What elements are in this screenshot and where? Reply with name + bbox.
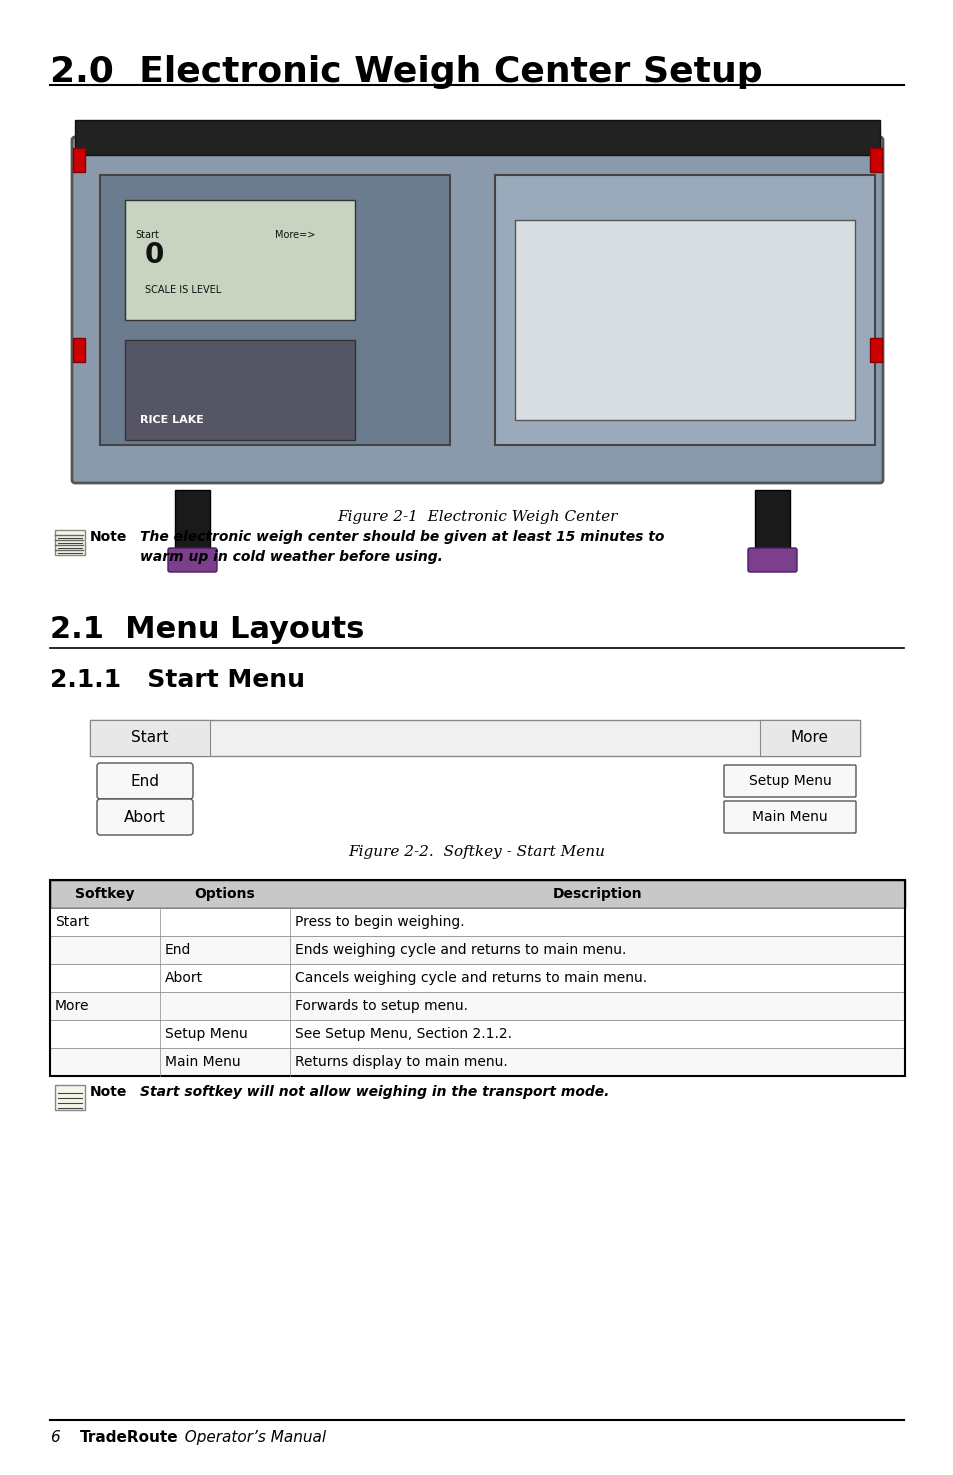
Text: 0: 0	[145, 240, 164, 268]
Bar	[515, 220, 854, 420]
Text: Press to begin weighing.: Press to begin weighing.	[294, 914, 464, 929]
Text: Forwards to setup menu.: Forwards to setup menu.	[294, 999, 468, 1013]
Text: Softkey: Softkey	[75, 886, 134, 901]
Bar	[50, 1049, 904, 1075]
Text: Figure 2-2.  Softkey - Start Menu: Figure 2-2. Softkey - Start Menu	[348, 845, 605, 858]
Bar	[73, 148, 85, 173]
Text: The electronic weigh center should be given at least 15 minutes to
warm up in co: The electronic weigh center should be gi…	[140, 530, 663, 563]
Bar	[869, 338, 882, 361]
FancyBboxPatch shape	[168, 549, 216, 572]
Bar	[90, 720, 210, 757]
Text: Options: Options	[194, 886, 255, 901]
FancyBboxPatch shape	[97, 799, 193, 835]
Bar	[125, 201, 355, 320]
Text: Abort: Abort	[165, 971, 203, 985]
Text: SCALE IS LEVEL: SCALE IS LEVEL	[145, 285, 221, 295]
Bar	[174, 490, 210, 550]
Bar	[75, 119, 879, 155]
Bar	[50, 1021, 904, 1049]
Bar	[100, 176, 450, 445]
Bar	[55, 530, 85, 555]
Text: Note: Note	[90, 530, 128, 544]
Text: Setup Menu: Setup Menu	[748, 774, 830, 788]
Text: Main Menu: Main Menu	[165, 1055, 240, 1069]
Bar	[50, 881, 904, 1075]
FancyBboxPatch shape	[747, 549, 796, 572]
Text: 2.0  Electronic Weigh Center Setup: 2.0 Electronic Weigh Center Setup	[50, 55, 761, 88]
FancyBboxPatch shape	[723, 766, 855, 796]
Text: Start: Start	[135, 230, 159, 240]
Text: More: More	[790, 730, 828, 745]
Text: See Setup Menu, Section 2.1.2.: See Setup Menu, Section 2.1.2.	[294, 1027, 512, 1041]
Text: Note: Note	[90, 1086, 128, 1099]
Bar	[754, 490, 789, 550]
Bar	[90, 720, 859, 757]
Text: Description: Description	[552, 886, 641, 901]
Text: Setup Menu: Setup Menu	[165, 1027, 248, 1041]
FancyBboxPatch shape	[71, 137, 882, 482]
Bar	[869, 148, 882, 173]
Bar	[760, 720, 859, 757]
Text: Start: Start	[132, 730, 169, 745]
Text: Start softkey will not allow weighing in the transport mode.: Start softkey will not allow weighing in…	[140, 1086, 609, 1099]
Text: End: End	[131, 773, 159, 789]
Text: Returns display to main menu.: Returns display to main menu.	[294, 1055, 507, 1069]
Text: End: End	[165, 943, 192, 957]
FancyBboxPatch shape	[97, 763, 193, 799]
Bar	[50, 909, 904, 937]
Bar	[495, 176, 874, 445]
Bar	[50, 993, 904, 1021]
Text: Cancels weighing cycle and returns to main menu.: Cancels weighing cycle and returns to ma…	[294, 971, 646, 985]
Bar	[50, 965, 904, 993]
Text: Start: Start	[55, 914, 89, 929]
Bar	[73, 338, 85, 361]
Bar	[125, 341, 355, 440]
Text: Operator’s Manual: Operator’s Manual	[174, 1429, 326, 1445]
Text: More=>: More=>	[274, 230, 315, 240]
Text: TradeRoute: TradeRoute	[80, 1429, 178, 1445]
Text: Main Menu: Main Menu	[751, 810, 827, 825]
Text: 2.1  Menu Layouts: 2.1 Menu Layouts	[50, 615, 364, 645]
Text: 2.1.1   Start Menu: 2.1.1 Start Menu	[50, 668, 305, 692]
Text: Abort: Abort	[124, 810, 166, 825]
Bar	[50, 881, 904, 909]
Text: Ends weighing cycle and returns to main menu.: Ends weighing cycle and returns to main …	[294, 943, 626, 957]
Bar	[55, 1086, 85, 1111]
Bar	[50, 937, 904, 965]
Text: More: More	[55, 999, 90, 1013]
Text: Figure 2-1  Electronic Weigh Center: Figure 2-1 Electronic Weigh Center	[336, 510, 617, 524]
Text: 6: 6	[50, 1429, 60, 1445]
Text: RICE LAKE: RICE LAKE	[140, 414, 204, 425]
FancyBboxPatch shape	[723, 801, 855, 833]
